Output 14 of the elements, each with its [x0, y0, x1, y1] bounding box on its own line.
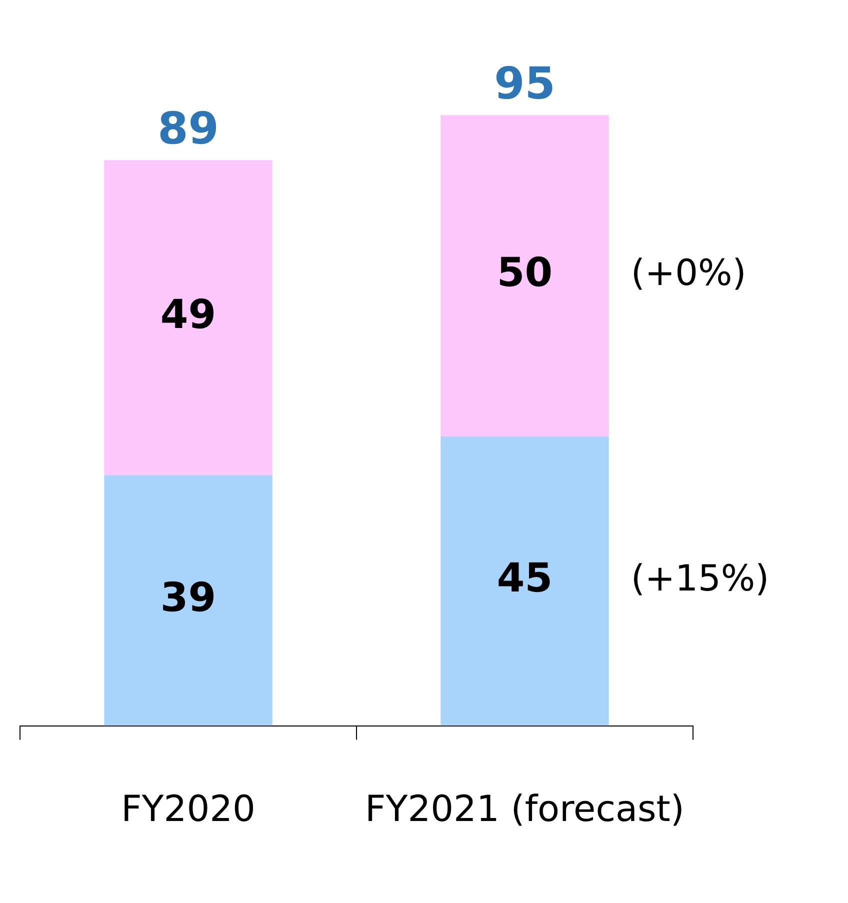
bar: [104, 475, 272, 726]
total-label: 89: [158, 104, 219, 155]
data-label: 45: [496, 556, 553, 602]
bar: [104, 160, 272, 476]
x-tick-label: FY2021 (forecast): [365, 788, 684, 830]
total-label: 95: [494, 58, 556, 110]
bar: [440, 436, 609, 726]
x-tick-label: FY2020: [121, 788, 256, 830]
annotation: (+0%): [630, 253, 746, 294]
data-label: 49: [160, 292, 216, 338]
data-label: 39: [160, 574, 216, 621]
annotation: (+15%): [630, 558, 770, 600]
bar: [440, 115, 609, 437]
data-label: 50: [496, 250, 553, 296]
